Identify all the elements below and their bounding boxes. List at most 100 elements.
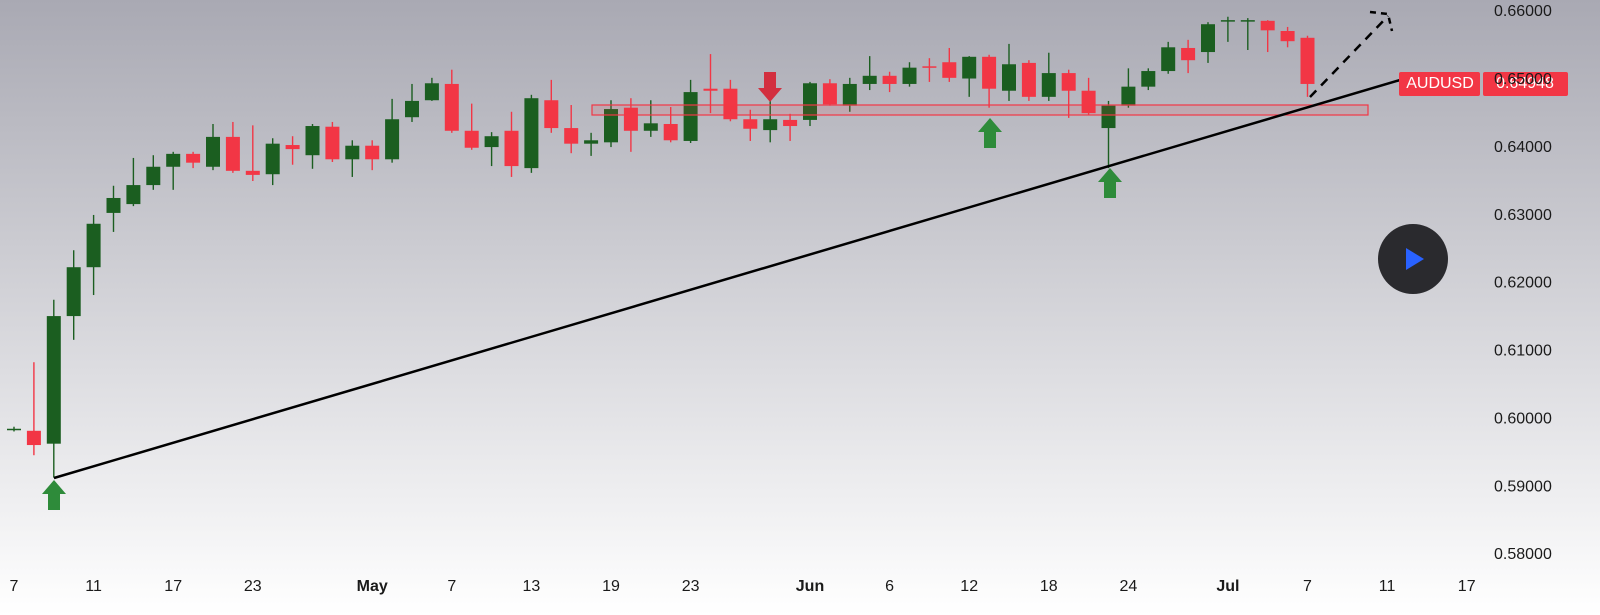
candle-body — [86, 223, 101, 268]
candle-body — [424, 83, 439, 101]
candle-body — [763, 119, 778, 131]
candle-body — [663, 123, 678, 141]
candle-body — [285, 145, 300, 150]
candle-body — [1220, 20, 1235, 22]
candle-body — [206, 136, 220, 167]
up-arrow — [1098, 168, 1122, 198]
up-arrow — [978, 118, 1002, 148]
x-tick-label: 7 — [447, 578, 456, 595]
candle-body — [822, 83, 837, 105]
candles — [7, 16, 1315, 478]
candle-body — [265, 143, 280, 175]
candle-body — [1061, 73, 1076, 91]
candle-body — [783, 119, 798, 127]
candle-body — [1002, 64, 1016, 91]
down-arrow — [758, 72, 782, 102]
x-tick-label: 17 — [1458, 578, 1476, 595]
candle-body — [683, 92, 698, 141]
x-tick-label: 18 — [1040, 578, 1058, 595]
y-tick-label: 0.62000 — [1494, 275, 1552, 292]
y-tick-label: 0.61000 — [1494, 343, 1552, 360]
support-zone — [591, 104, 1369, 116]
candle-body — [1041, 73, 1056, 97]
candle-body — [484, 136, 499, 148]
candle-body — [106, 197, 121, 213]
projection-line — [1309, 15, 1389, 98]
candle-body — [1300, 37, 1315, 84]
candle-body — [962, 56, 977, 79]
candle-body — [604, 109, 618, 143]
candle-body — [405, 100, 419, 118]
candle-body — [982, 56, 997, 89]
candle-body — [1240, 20, 1255, 22]
candle-body — [584, 140, 599, 144]
x-tick-label: 11 — [85, 578, 102, 595]
candle-body — [1101, 105, 1116, 129]
candle-body — [365, 145, 380, 160]
x-tick-label: Jun — [796, 578, 824, 595]
candle-body — [544, 100, 559, 129]
candle-body — [902, 67, 917, 84]
candle-body — [245, 170, 260, 175]
candle-body — [1161, 47, 1176, 72]
candle-body — [1141, 71, 1156, 87]
x-tick-label: 13 — [523, 578, 541, 595]
candle-body — [464, 130, 479, 148]
candle-body — [862, 75, 877, 84]
candle-body — [305, 126, 320, 156]
candle-body — [1201, 24, 1215, 53]
y-tick-label: 0.59000 — [1494, 478, 1552, 495]
x-tick-label: Jul — [1216, 578, 1239, 595]
candle-body — [723, 88, 738, 120]
y-tick-label: 0.65000 — [1494, 71, 1552, 88]
candle-body — [345, 145, 360, 160]
candle-body — [803, 83, 817, 120]
x-tick-label: 24 — [1120, 578, 1138, 595]
candle-body — [504, 130, 519, 167]
price-label: 0.64948 — [1496, 75, 1554, 92]
candle-body — [743, 119, 758, 129]
y-tick-label: 0.66000 — [1494, 3, 1552, 20]
up-arrow — [42, 480, 66, 510]
candle-body — [26, 430, 41, 446]
candle-body — [1280, 31, 1295, 42]
candle-body — [842, 83, 857, 106]
price-badge — [1483, 72, 1568, 96]
x-tick-label: 11 — [1379, 578, 1396, 595]
candle-body — [623, 107, 638, 131]
candle-body — [882, 75, 897, 84]
y-tick-label: 0.60000 — [1494, 410, 1552, 427]
x-tick-label: 23 — [244, 578, 262, 595]
trend-line — [53, 78, 1401, 480]
candle-body — [166, 153, 181, 167]
candle-body — [1181, 47, 1196, 61]
y-tick-label: 0.63000 — [1494, 207, 1552, 224]
candle-body — [225, 136, 240, 171]
x-tick-label: 12 — [960, 578, 978, 595]
candle-body — [1260, 20, 1275, 31]
candle-body — [1121, 86, 1136, 106]
candle-body — [1081, 90, 1096, 114]
y-tick-label: 0.58000 — [1494, 546, 1552, 563]
x-tick-label: 7 — [10, 578, 19, 595]
candle-body — [564, 128, 579, 144]
candle-body — [186, 153, 201, 163]
x-tick-label: May — [357, 578, 388, 595]
y-tick-label: 0.64000 — [1494, 139, 1552, 156]
candle-body — [146, 166, 161, 186]
candle-body — [46, 316, 61, 444]
x-tick-label: 19 — [602, 578, 620, 595]
candle-body — [643, 123, 658, 131]
candle-body — [325, 126, 340, 160]
candle-body — [703, 88, 718, 91]
play-icon — [1406, 248, 1424, 270]
candle-body — [66, 267, 81, 317]
candle-body — [942, 62, 957, 78]
candle-body — [444, 83, 459, 131]
candle-body — [385, 119, 400, 160]
candle-body — [126, 185, 141, 205]
candle-body — [1021, 62, 1036, 97]
symbol-badge — [1399, 72, 1480, 96]
